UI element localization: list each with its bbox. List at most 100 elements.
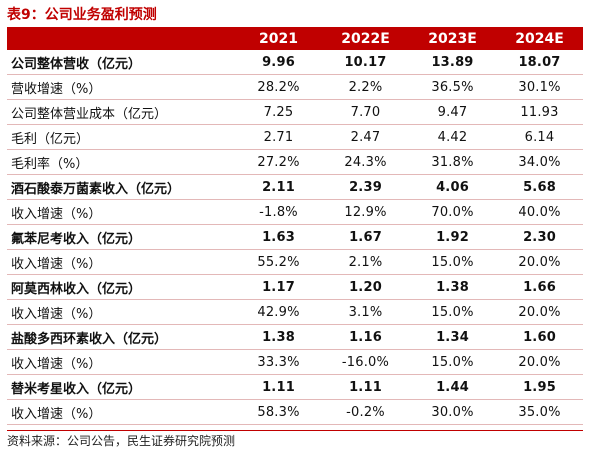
row-label: 酒石酸泰万菌素收入（亿元）	[7, 174, 235, 200]
row-label: 收入增速（%）	[7, 349, 235, 375]
row-value: 5.68	[496, 174, 583, 200]
table-row: 收入增速（%） 58.3% -0.2% 30.0% 35.0%	[7, 399, 583, 425]
row-label: 替米考星收入（亿元）	[7, 374, 235, 400]
row-value: 2.71	[235, 124, 322, 150]
row-value: 33.3%	[235, 349, 322, 375]
source-note: 资料来源：公司公告，民生证券研究院预测	[7, 430, 583, 451]
row-value: 2.39	[322, 174, 409, 200]
forecast-table: 2021 2022E 2023E 2024E 公司整体营收（亿元） 9.96 10.…	[7, 28, 583, 425]
row-label: 收入增速（%）	[7, 399, 235, 425]
row-value: 28.2%	[235, 74, 322, 100]
table-row: 毛利（亿元） 2.71 2.47 4.42 6.14	[7, 124, 583, 150]
row-value: 3.1%	[322, 299, 409, 325]
table-title: 表9：公司业务盈利预测	[7, 7, 157, 23]
table-row: 收入增速（%） 42.9% 3.1% 15.0% 20.0%	[7, 299, 583, 325]
table-row: 公司整体营收（亿元） 9.96 10.17 13.89 18.07	[7, 50, 583, 75]
row-value: 1.63	[235, 224, 322, 250]
row-value: 2.2%	[322, 74, 409, 100]
table-row: 阿莫西林收入（亿元） 1.17 1.20 1.38 1.66	[7, 274, 583, 300]
row-value: 15.0%	[409, 299, 496, 325]
row-value: 9.96	[235, 50, 322, 75]
row-value: 2.1%	[322, 249, 409, 275]
row-value: 2.11	[235, 174, 322, 200]
row-value: 15.0%	[409, 349, 496, 375]
row-label: 毛利率（%）	[7, 149, 235, 175]
row-label: 收入增速（%）	[7, 299, 235, 325]
row-value: 1.60	[496, 324, 583, 350]
row-label: 盐酸多西环素收入（亿元）	[7, 324, 235, 350]
row-value: 30.0%	[409, 399, 496, 425]
row-value: 58.3%	[235, 399, 322, 425]
row-label: 阿莫西林收入（亿元）	[7, 274, 235, 300]
row-value: 2.30	[496, 224, 583, 250]
row-value: 1.66	[496, 274, 583, 300]
row-value: 1.67	[322, 224, 409, 250]
row-value: 1.38	[235, 324, 322, 350]
row-value: -0.2%	[322, 399, 409, 425]
table-row: 盐酸多西环素收入（亿元） 1.38 1.16 1.34 1.60	[7, 324, 583, 350]
header-cell-label	[7, 28, 235, 50]
table-row: 收入增速（%） 55.2% 2.1% 15.0% 20.0%	[7, 249, 583, 275]
row-label: 公司整体营业成本（亿元）	[7, 99, 235, 125]
header-cell-2022e: 2022E	[322, 28, 409, 50]
row-value: 1.17	[235, 274, 322, 300]
row-value: 1.92	[409, 224, 496, 250]
row-label: 公司整体营收（亿元）	[7, 50, 235, 75]
row-value: 13.89	[409, 50, 496, 75]
row-value: -1.8%	[235, 199, 322, 225]
row-value: 40.0%	[496, 199, 583, 225]
row-label: 营收增速（%）	[7, 74, 235, 100]
row-value: 27.2%	[235, 149, 322, 175]
header-row: 2021 2022E 2023E 2024E	[7, 28, 583, 50]
row-value: 15.0%	[409, 249, 496, 275]
row-value: 42.9%	[235, 299, 322, 325]
row-value: 70.0%	[409, 199, 496, 225]
row-value: 55.2%	[235, 249, 322, 275]
row-value: 20.0%	[496, 299, 583, 325]
row-value: 30.1%	[496, 74, 583, 100]
row-value: 1.16	[322, 324, 409, 350]
row-value: 9.47	[409, 99, 496, 125]
row-value: 18.07	[496, 50, 583, 75]
row-value: 10.17	[322, 50, 409, 75]
row-value: 1.44	[409, 374, 496, 400]
table-row: 收入增速（%） 33.3% -16.0% 15.0% 20.0%	[7, 349, 583, 375]
row-value: 36.5%	[409, 74, 496, 100]
title-divider	[7, 27, 583, 28]
row-value: 20.0%	[496, 249, 583, 275]
row-value: 1.11	[235, 374, 322, 400]
row-value: 1.38	[409, 274, 496, 300]
row-label: 收入增速（%）	[7, 199, 235, 225]
row-value: 12.9%	[322, 199, 409, 225]
header-cell-2024e: 2024E	[496, 28, 583, 50]
row-value: 20.0%	[496, 349, 583, 375]
table-row: 氟苯尼考收入（亿元） 1.63 1.67 1.92 2.30	[7, 224, 583, 250]
row-value: 4.06	[409, 174, 496, 200]
row-value: 1.34	[409, 324, 496, 350]
row-value: 7.70	[322, 99, 409, 125]
row-value: 1.20	[322, 274, 409, 300]
table-row: 酒石酸泰万菌素收入（亿元） 2.11 2.39 4.06 5.68	[7, 174, 583, 200]
row-label: 收入增速（%）	[7, 249, 235, 275]
table-row: 毛利率（%） 27.2% 24.3% 31.8% 34.0%	[7, 149, 583, 175]
row-value: -16.0%	[322, 349, 409, 375]
row-value: 4.42	[409, 124, 496, 150]
table-row: 营收增速（%） 28.2% 2.2% 36.5% 30.1%	[7, 74, 583, 100]
row-label: 氟苯尼考收入（亿元）	[7, 224, 235, 250]
row-value: 34.0%	[496, 149, 583, 175]
row-value: 7.25	[235, 99, 322, 125]
header-cell-2021: 2021	[235, 28, 322, 50]
row-value: 6.14	[496, 124, 583, 150]
row-value: 11.93	[496, 99, 583, 125]
row-value: 35.0%	[496, 399, 583, 425]
row-value: 24.3%	[322, 149, 409, 175]
row-value: 1.11	[322, 374, 409, 400]
row-value: 31.8%	[409, 149, 496, 175]
table-row: 公司整体营业成本（亿元） 7.25 7.70 9.47 11.93	[7, 99, 583, 125]
table-row: 替米考星收入（亿元） 1.11 1.11 1.44 1.95	[7, 374, 583, 400]
row-value: 1.95	[496, 374, 583, 400]
header-cell-2023e: 2023E	[409, 28, 496, 50]
row-label: 毛利（亿元）	[7, 124, 235, 150]
row-value: 2.47	[322, 124, 409, 150]
table-row: 收入增速（%） -1.8% 12.9% 70.0% 40.0%	[7, 199, 583, 225]
